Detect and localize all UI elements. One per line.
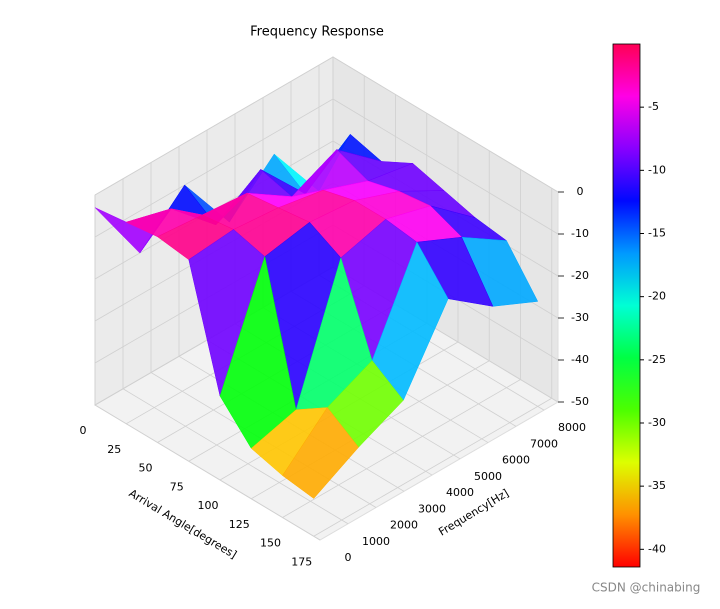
y-tick-label: 6000	[502, 454, 530, 467]
x-tick-label: 150	[260, 537, 281, 550]
colorbar-tick-label: -30	[648, 416, 666, 429]
x-tick-label: 75	[170, 480, 184, 493]
colorbar-tick-label: -5	[648, 100, 659, 113]
colorbar-tick-label: -25	[648, 353, 666, 366]
colorbar	[612, 43, 641, 568]
z-tick-label: -40	[571, 353, 589, 366]
x-tick-label: 125	[229, 518, 250, 531]
z-tick-label: -10	[571, 227, 589, 240]
y-tick-label: 0	[345, 551, 352, 564]
colorbar-tick-label: -20	[648, 290, 666, 303]
y-tick-label: 2000	[390, 519, 418, 532]
grid-line	[282, 379, 521, 518]
y-tick-label: 8000	[558, 421, 586, 434]
colorbar-tick-label: -10	[648, 163, 666, 176]
colorbar-tick-label: -40	[648, 542, 666, 555]
x-tick-label: 100	[198, 499, 219, 512]
watermark: CSDN @chinabing	[592, 581, 701, 595]
x-tick-label: 0	[80, 424, 87, 437]
y-tick-label: 4000	[446, 486, 474, 499]
grid-line	[94, 98, 334, 238]
grid-line	[332, 98, 559, 235]
x-axis-label: Arrival Angle[degrees]	[127, 487, 239, 562]
z-tick-label: -50	[571, 395, 589, 408]
z-tick-label: -20	[571, 269, 589, 282]
x-tick-label: 50	[139, 462, 153, 475]
surface-patch	[282, 407, 359, 499]
z-tick-label: -30	[571, 311, 589, 324]
y-tick-label: 3000	[418, 502, 446, 515]
x-tick-label: 175	[291, 555, 312, 568]
y-tick-label: 7000	[530, 437, 558, 450]
grid-line	[94, 56, 334, 196]
grid-line	[332, 56, 559, 193]
grid-line	[313, 397, 552, 537]
grid-line	[94, 404, 321, 541]
colorbar-tick-label: -35	[648, 479, 666, 492]
z-tick-label: 0	[577, 185, 584, 198]
y-tick-label: 5000	[474, 470, 502, 483]
x-tick-label: 25	[107, 443, 121, 456]
grid-line	[122, 388, 349, 525]
y-tick-label: 1000	[362, 535, 390, 548]
colorbar-tick-label: -15	[648, 226, 666, 239]
chart-title: Frequency Response	[250, 25, 384, 40]
